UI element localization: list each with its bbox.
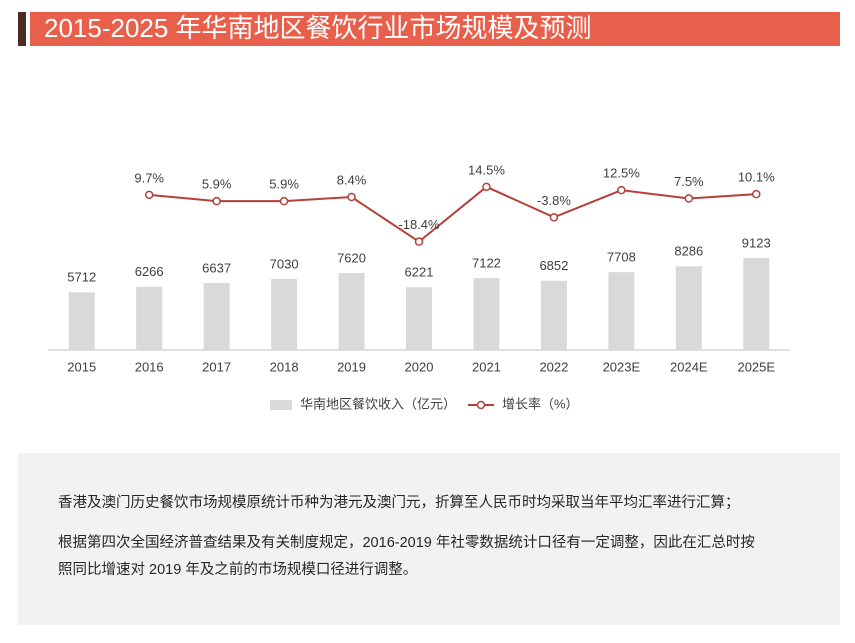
notes-box xyxy=(18,453,840,625)
bar-label: 6221 xyxy=(405,265,434,280)
line-label: -18.4% xyxy=(398,217,440,232)
bar-label: 9123 xyxy=(742,235,771,250)
x-tick-label: 2019 xyxy=(337,359,366,374)
bar xyxy=(338,273,365,350)
x-tick-label: 2022 xyxy=(539,359,568,374)
bar-label: 7122 xyxy=(472,256,501,271)
legend-label: 增长率（%） xyxy=(502,396,579,411)
x-tick-label: 2020 xyxy=(405,359,434,374)
bar xyxy=(406,287,432,350)
note: 根据第四次全国经济普查结果及有关制度规定，2016-2019 年社零数据统计口径… xyxy=(58,533,755,551)
bar xyxy=(608,272,635,350)
line-label: 9.7% xyxy=(134,170,164,185)
bar xyxy=(203,282,230,350)
x-tick-label: 2017 xyxy=(202,359,231,374)
line-point xyxy=(752,189,761,199)
bar xyxy=(473,278,500,350)
x-tick-label: 2015 xyxy=(67,359,96,374)
legend-label: 华南地区餐饮收入（亿元） xyxy=(300,396,456,411)
line-point xyxy=(144,190,154,200)
line-label: 7.5% xyxy=(674,174,704,189)
bar-label: 7030 xyxy=(270,256,299,271)
bar-label: 6852 xyxy=(539,258,568,273)
line-point xyxy=(347,192,356,202)
x-tick-label: 2025E xyxy=(737,359,775,374)
line-point xyxy=(279,196,289,206)
bar xyxy=(271,278,298,350)
line-point xyxy=(617,185,626,195)
bar-label: 7708 xyxy=(607,250,636,265)
line-point xyxy=(684,194,694,203)
line-label: 14.5% xyxy=(468,162,505,177)
bar-label: 7620 xyxy=(337,250,366,265)
bar xyxy=(743,257,770,350)
bar xyxy=(675,266,702,350)
legend-swatch xyxy=(270,400,292,410)
line-label: 5.9% xyxy=(202,177,232,192)
x-tick-label: 2018 xyxy=(270,359,299,374)
bar xyxy=(136,286,163,350)
bar-label: 6637 xyxy=(202,260,231,275)
chart-title: 2015-2025 年华南地区餐饮行业市场规模及预测 xyxy=(44,13,592,43)
bar-label: 5712 xyxy=(67,270,96,285)
x-tick-label: 2024E xyxy=(670,359,708,374)
line-point xyxy=(414,237,424,246)
line-point xyxy=(482,182,491,192)
x-tick-label: 2016 xyxy=(135,359,164,374)
title-bar xyxy=(30,12,840,46)
line xyxy=(149,185,757,243)
x-tick-label: 2021 xyxy=(472,359,501,374)
note: 香港及澳门历史餐饮市场规模原统计币种为港元及澳门元，折算至人民币时均采取当年平均… xyxy=(58,494,740,511)
title-marker xyxy=(18,12,26,46)
bar xyxy=(540,280,567,350)
line-label: 12.5% xyxy=(603,166,640,181)
line-point xyxy=(212,196,221,206)
legend-swatch xyxy=(476,400,486,410)
line-label: 5.9% xyxy=(269,177,299,192)
bar-label: 8286 xyxy=(674,244,703,259)
note: 照同比增速对 2019 年及之前的市场规模口径进行调整。 xyxy=(58,561,417,578)
bar-label: 6266 xyxy=(135,264,164,279)
x-tick-label: 2023E xyxy=(603,359,641,374)
line-point xyxy=(549,213,559,222)
bar xyxy=(68,292,95,350)
line-label: 10.1% xyxy=(738,170,775,185)
line-label: -3.8% xyxy=(537,193,571,208)
line-label: 8.4% xyxy=(337,172,367,187)
